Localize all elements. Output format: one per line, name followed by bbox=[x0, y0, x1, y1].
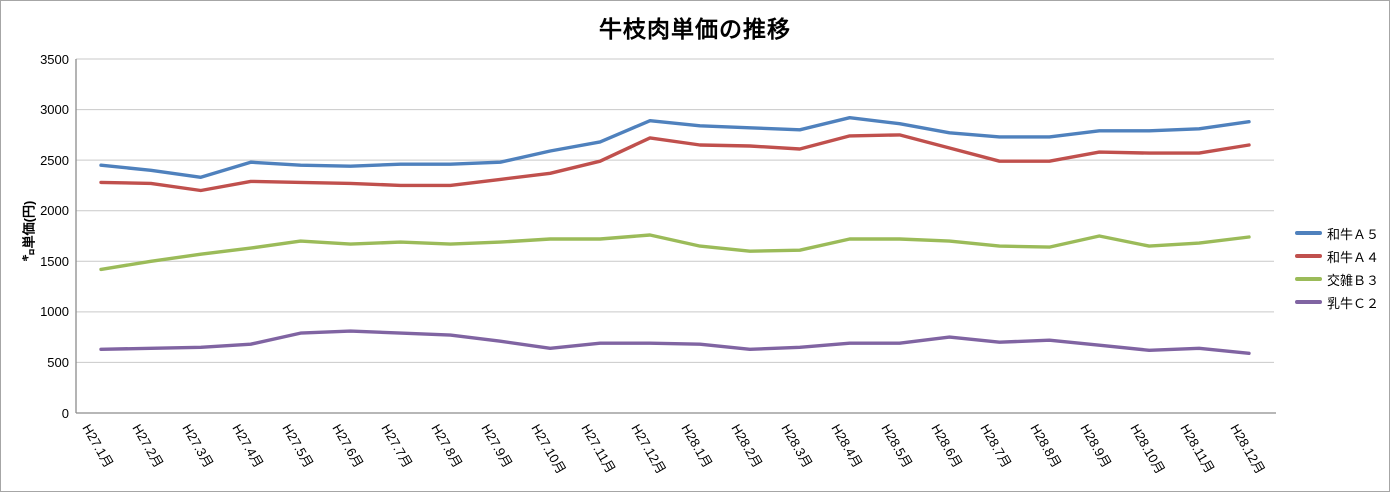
y-tick-label: 3500 bbox=[40, 51, 69, 67]
chart-title: 牛枝肉単価の推移 bbox=[599, 16, 791, 42]
legend-line-swatch bbox=[1295, 231, 1322, 235]
legend-label: 交雑Ｂ３ bbox=[1327, 272, 1380, 288]
y-tick-label: 500 bbox=[47, 354, 69, 370]
legend-item: 和牛Ａ５ bbox=[1295, 225, 1380, 242]
legend-line-swatch bbox=[1295, 300, 1322, 304]
series-line-0 bbox=[99, 115, 1251, 180]
y-tick-label: 2500 bbox=[40, 152, 69, 168]
legend-line-swatch bbox=[1295, 277, 1322, 281]
y-tick-label: 2000 bbox=[40, 203, 69, 219]
series-line-3 bbox=[99, 329, 1251, 355]
y-tick-label: 1000 bbox=[40, 304, 69, 320]
legend-line-swatch bbox=[1295, 254, 1322, 258]
y-tick-label: 0 bbox=[61, 405, 69, 421]
series-line-1 bbox=[99, 133, 1251, 193]
y-tick-label: 3000 bbox=[40, 102, 69, 118]
series-line-2 bbox=[99, 233, 1251, 272]
legend-label: 和牛Ａ５ bbox=[1327, 226, 1380, 242]
legend-label: 乳牛Ｃ２ bbox=[1327, 295, 1380, 311]
legend-item: 和牛Ａ４ bbox=[1295, 248, 1380, 265]
legend-item: 交雑Ｂ３ bbox=[1295, 271, 1380, 288]
legend-label: 和牛Ａ４ bbox=[1327, 249, 1380, 265]
y-tick-label: 1500 bbox=[40, 253, 69, 269]
legend-item: 乳牛Ｃ２ bbox=[1295, 294, 1380, 311]
